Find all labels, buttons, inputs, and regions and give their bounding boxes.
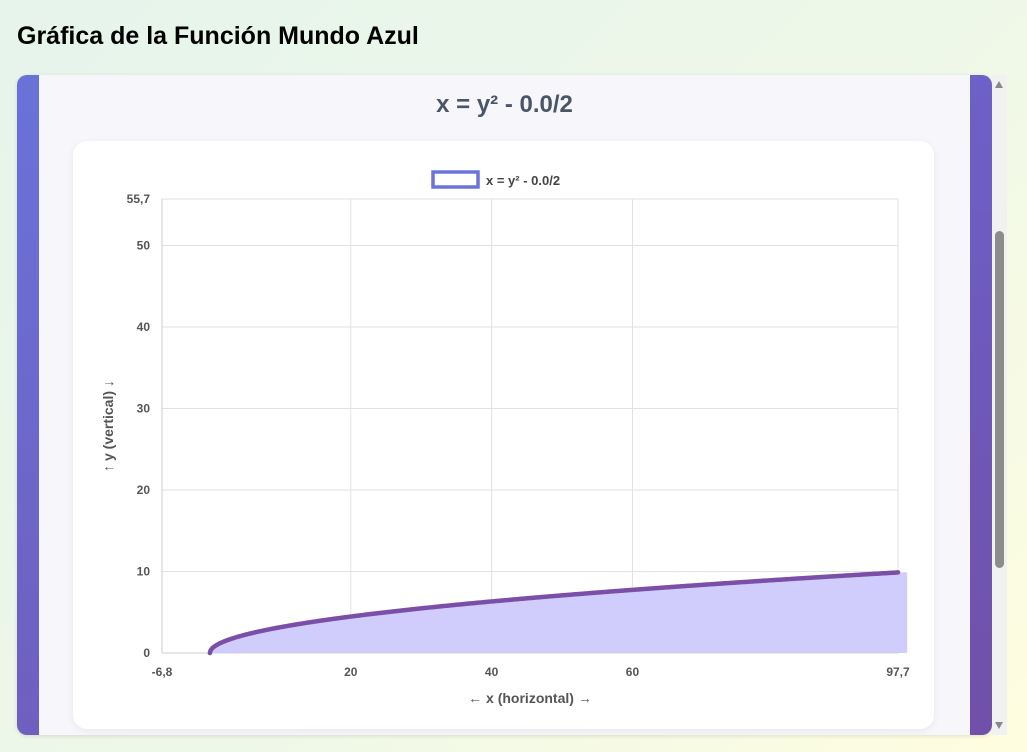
series-line — [207, 570, 901, 656]
y-tick-label: 55,7 — [127, 192, 151, 206]
legend[interactable]: x = y² - 0.0/2 — [431, 170, 560, 189]
scrollbar[interactable] — [992, 75, 1007, 735]
scroll-thumb[interactable] — [995, 231, 1004, 568]
y-tick-label: 10 — [137, 564, 151, 578]
tick-labels: -6,8 20 40 60 97,7 0 10 20 30 40 50 55,7 — [127, 192, 910, 679]
scroll-down-icon[interactable] — [995, 722, 1003, 729]
x-tick-label: -6,8 — [152, 665, 173, 679]
card-accent-right — [970, 75, 992, 735]
y-tick-label: 20 — [137, 483, 151, 497]
x-tick-label: 60 — [626, 665, 640, 679]
legend-swatch — [431, 170, 480, 189]
series-curve — [207, 570, 901, 656]
y-axis-label: ↑ y (vertical) ↓ — [100, 380, 116, 472]
card-title: x = y² - 0.0/2 — [436, 91, 573, 118]
x-tick-label: 97,7 — [886, 665, 910, 679]
y-tick-label: 40 — [137, 320, 151, 334]
scroll-up-icon[interactable] — [995, 81, 1003, 88]
x-axis-label: ← x (horizontal) → — [468, 690, 592, 706]
card-accent-left — [17, 75, 39, 735]
y-tick-label: 50 — [137, 238, 151, 252]
x-tick-label: 20 — [344, 665, 358, 679]
legend-label: x = y² - 0.0/2 — [486, 173, 560, 188]
x-tick-label: 40 — [485, 665, 499, 679]
series-area — [209, 572, 908, 653]
y-tick-label: 30 — [137, 401, 151, 415]
chart-card: x = y² - 0.0/2 — [17, 75, 992, 735]
page-title: Gráfica de la Función Mundo Azul — [17, 22, 419, 50]
y-tick-label: 0 — [143, 646, 150, 660]
series-fill — [209, 572, 908, 653]
